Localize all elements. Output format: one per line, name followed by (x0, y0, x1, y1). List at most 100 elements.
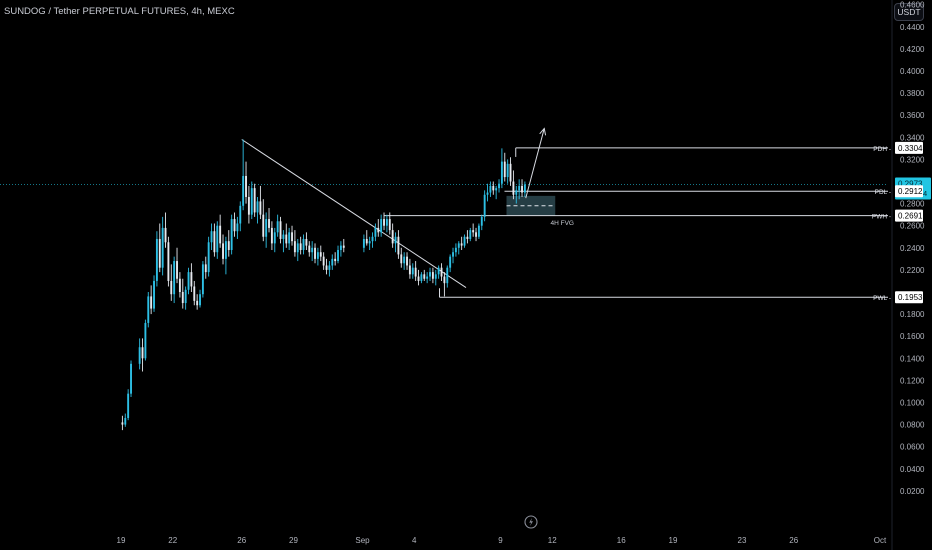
candle-body (153, 280, 155, 309)
x-tick-label: Sep (355, 536, 370, 545)
candle-body (167, 242, 170, 281)
y-tick-label: 0.2400 (900, 244, 925, 253)
candle-body (239, 205, 242, 224)
pwh-tag (895, 209, 923, 222)
candle-body (328, 265, 331, 270)
candle-body (483, 194, 486, 217)
candle-body (173, 261, 176, 295)
x-tick-label: 12 (548, 536, 557, 545)
candle-body (144, 322, 147, 359)
candle-body (477, 225, 480, 237)
candle-body (509, 163, 512, 182)
candle-body (227, 241, 230, 251)
candle-body (515, 190, 518, 195)
x-tick-label: 19 (669, 536, 678, 545)
candle-body (383, 219, 385, 226)
candle-body (138, 347, 141, 364)
candle-body (414, 267, 417, 277)
candle-body (204, 264, 207, 273)
candle-body (460, 243, 463, 246)
candle-body (454, 247, 457, 253)
candle-body (193, 286, 196, 301)
y-tick-label: 0.4400 (900, 23, 925, 32)
candle-body (431, 272, 434, 279)
candle-body (245, 175, 247, 197)
candle-body (259, 201, 262, 215)
currency-button[interactable]: USDT (894, 3, 924, 21)
candle-body (210, 231, 213, 243)
candle-body (305, 238, 308, 246)
y-tick-label: 0.0400 (900, 465, 925, 474)
y-tick-label: 0.1600 (900, 332, 925, 341)
candle-body (397, 236, 400, 255)
y-tick-label: 0.1200 (900, 376, 925, 385)
y-tick-label: 0.3400 (900, 133, 925, 142)
candle-body (270, 227, 273, 244)
candle-body (342, 245, 345, 248)
candle-body (293, 241, 296, 253)
x-tick-label: Oct (874, 536, 887, 545)
candle-body (181, 292, 184, 304)
current-price-tag-price: 0.2973 (898, 179, 923, 188)
candle-body (256, 201, 259, 213)
candle-body (417, 276, 420, 281)
pwh-tag-label: PWH - (872, 214, 891, 221)
candle-body (288, 232, 291, 244)
pdl-tag (895, 185, 923, 198)
candle-body (489, 185, 492, 193)
candle-body (420, 274, 423, 281)
y-tick-label: 0.4600 (900, 1, 925, 10)
candle-body (475, 232, 477, 237)
x-tick-label: 26 (789, 536, 798, 545)
candle-body (319, 252, 322, 257)
candle-body (377, 227, 380, 233)
candle-body (247, 196, 250, 215)
candle-body (521, 185, 523, 193)
candle-body (190, 272, 193, 287)
candle-body (141, 347, 144, 359)
candle-body (403, 256, 406, 264)
candle-body (380, 219, 383, 233)
candle-body (385, 219, 388, 226)
symbol-title[interactable]: SUNDOG / Tether PERPETUAL FUTURES, 4h, M… (4, 6, 235, 17)
candle-body (170, 280, 173, 295)
candle-body (224, 241, 227, 259)
candle-body (201, 264, 204, 295)
pdl-tag-price: 0.2912 (898, 187, 923, 196)
tradingview-logo-icon (524, 515, 538, 529)
candle-body (187, 272, 190, 290)
candle-body (253, 188, 256, 213)
candle-body (213, 231, 216, 253)
candle-body (434, 274, 437, 279)
fvg-label: 4H FVG (551, 220, 574, 227)
candle-body (339, 245, 342, 251)
candle-body (147, 296, 150, 323)
y-tick-label: 0.2600 (900, 222, 925, 231)
candle-body (469, 230, 472, 239)
candle-body (480, 216, 483, 226)
y-tick-label: 0.0800 (900, 421, 925, 430)
candle-body (443, 276, 446, 284)
candle-body (233, 219, 236, 232)
candle-body (512, 181, 515, 195)
candle-body (466, 236, 469, 239)
candle-body (523, 184, 526, 193)
pdh-tag-label: PDH - (873, 146, 891, 153)
y-tick-label: 0.3600 (900, 111, 925, 120)
candle-body (446, 267, 449, 284)
candle-body (127, 393, 130, 418)
candle-body (362, 238, 365, 248)
x-tick-label: 22 (168, 536, 177, 545)
candle-body (230, 219, 233, 251)
candle-body (161, 227, 164, 268)
candle-body (282, 234, 285, 239)
candle-body (394, 236, 397, 244)
y-tick-label: 0.4200 (900, 45, 925, 54)
x-tick-label: 19 (117, 536, 126, 545)
candle-body (452, 252, 454, 257)
candle-body (498, 183, 500, 189)
x-tick-label: 9 (498, 536, 503, 545)
candle-body (184, 289, 187, 304)
